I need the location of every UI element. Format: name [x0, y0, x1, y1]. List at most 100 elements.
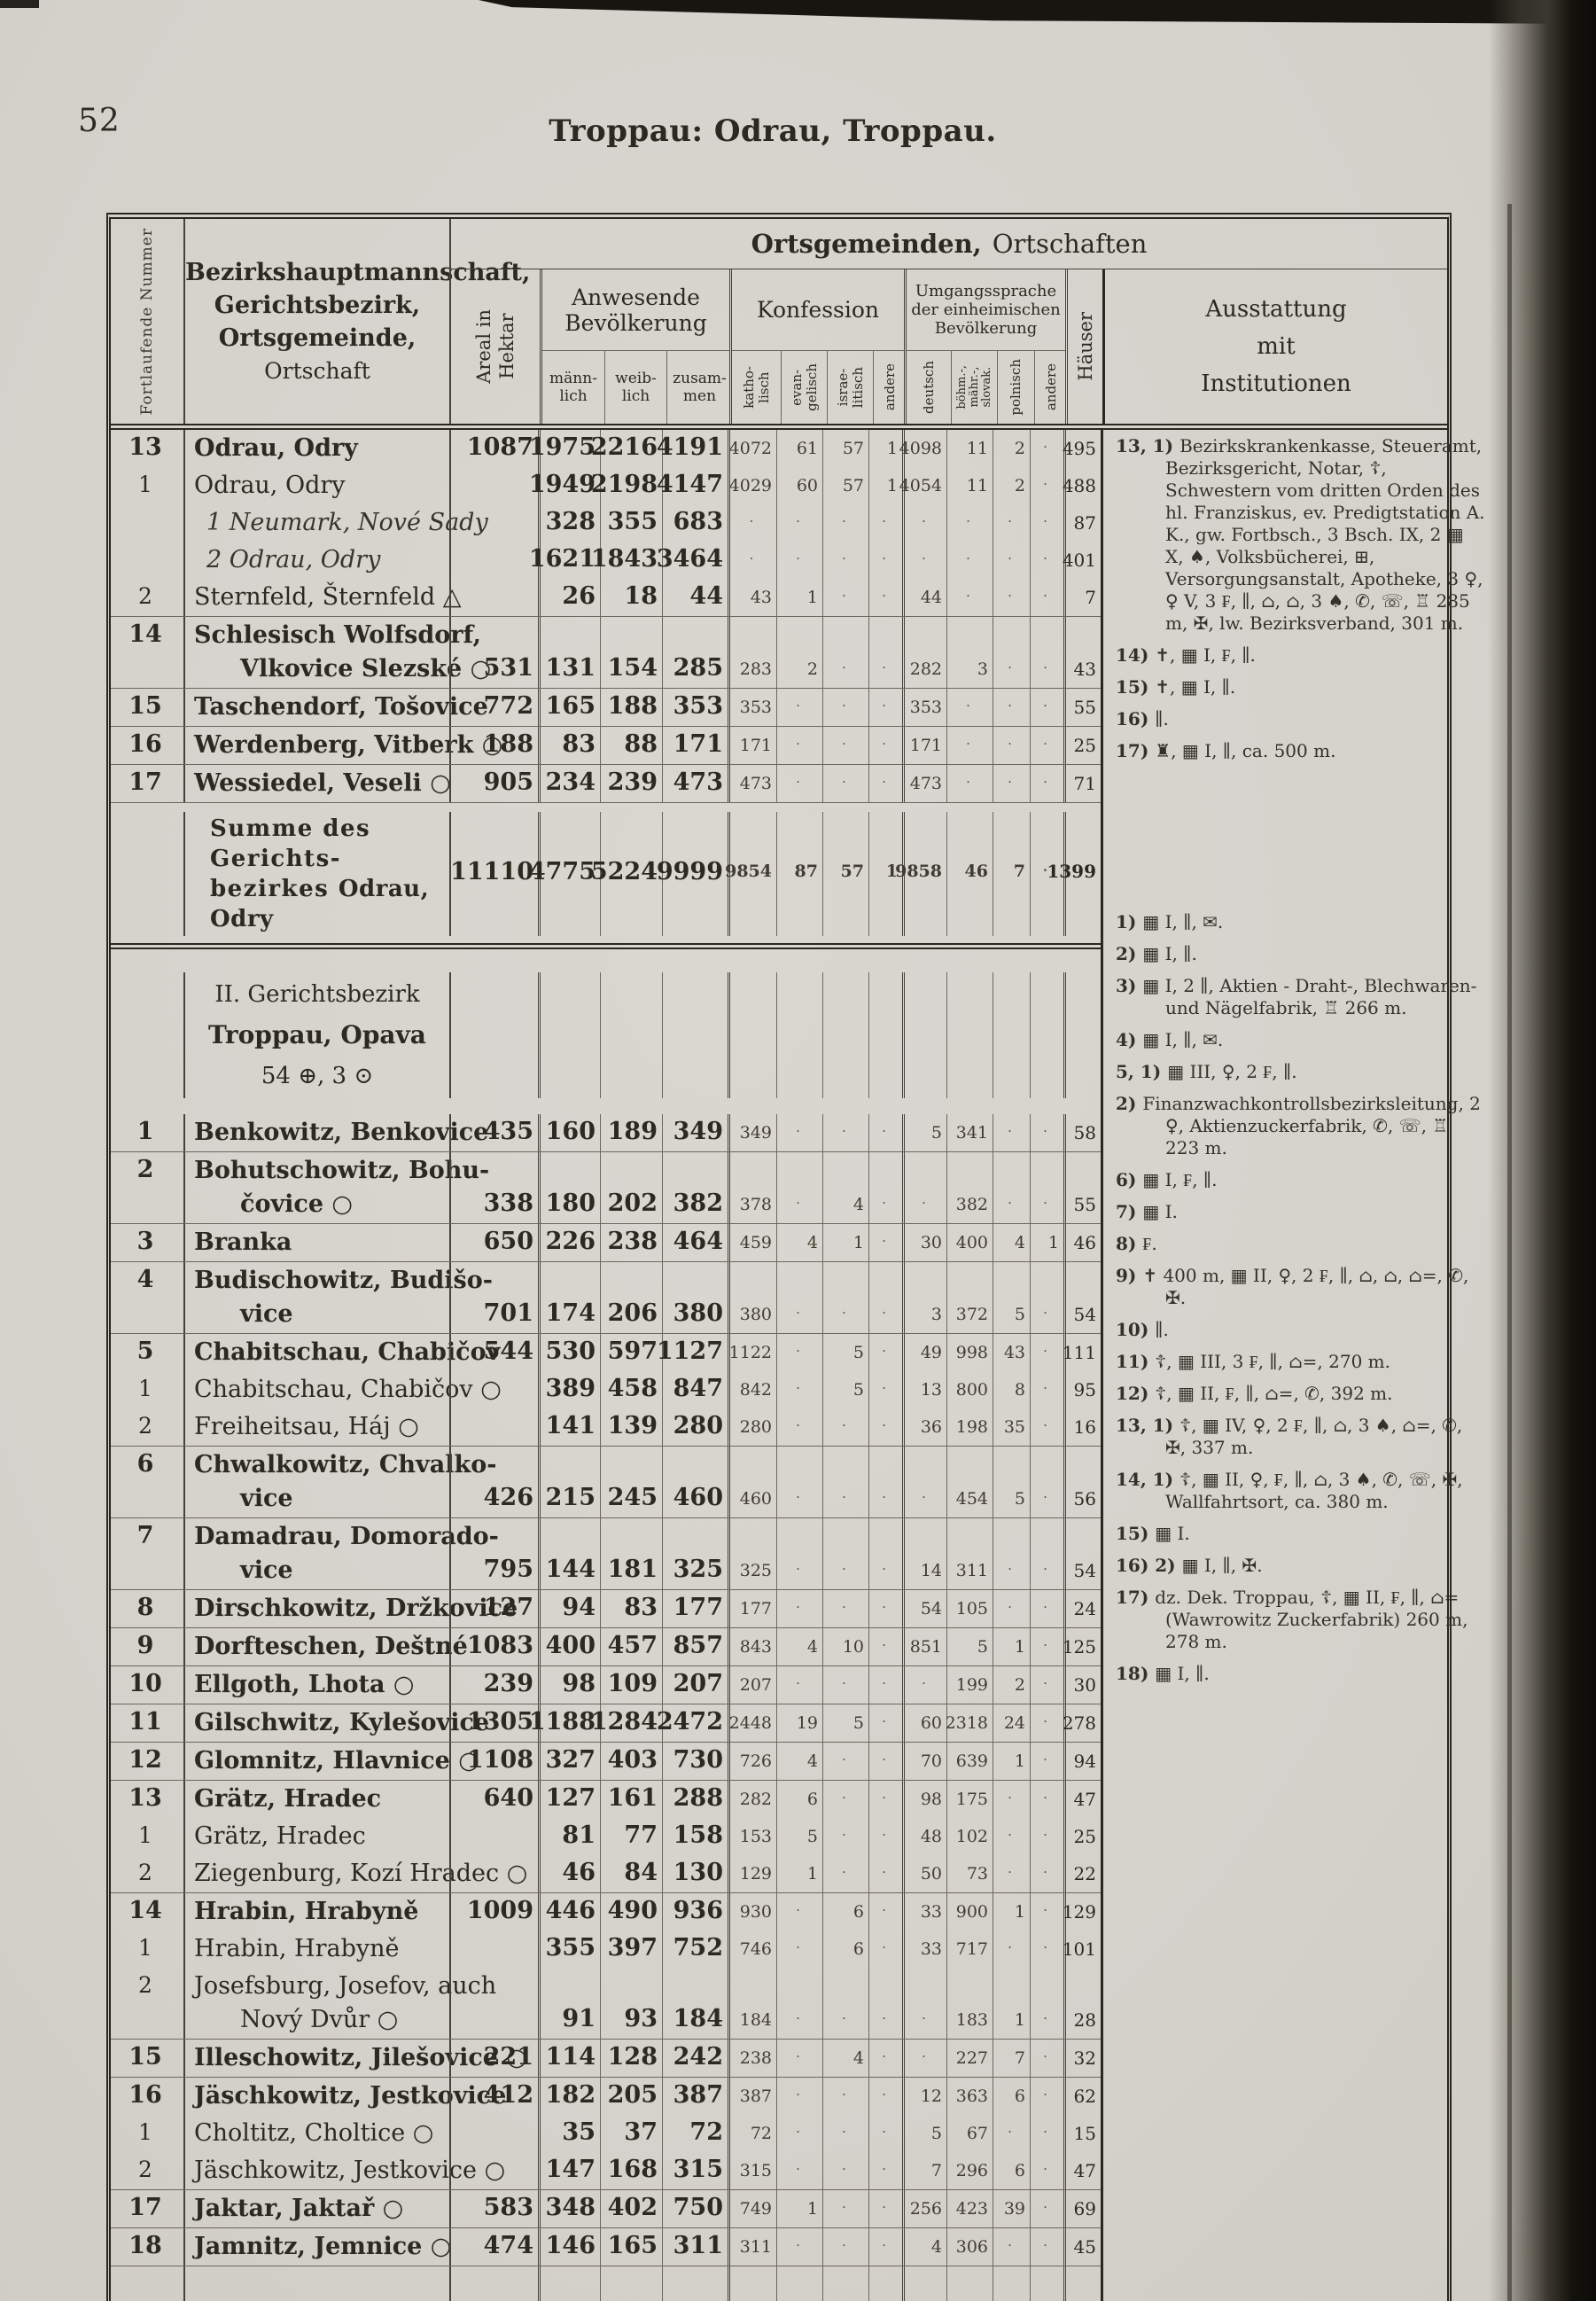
scan-artifact-top-edge	[479, 0, 1596, 24]
cell-name: Wessiedel, Veseli ○	[183, 765, 451, 802]
cell-y: ·	[1030, 2078, 1063, 2115]
cell-z: 242	[662, 2040, 728, 2077]
table-row: 2 Odrau, Odry 1621 1843 3464 · · · · · · · · 401	[111, 542, 1101, 579]
cell-d	[902, 2266, 946, 2301]
cell-k: 459	[728, 1224, 776, 1261]
notes-odrau-section: 13, 1) Bezirkskrankenkasse, Steueramt, B…	[1116, 435, 1486, 762]
cell-p: 5	[993, 1447, 1030, 1517]
cell-h: 71	[1063, 765, 1101, 802]
cell-w: 139	[600, 1408, 662, 1446]
cell-w: 18	[600, 579, 662, 616]
cell-x: ·	[868, 2190, 902, 2227]
cell-x: ·	[868, 1262, 902, 1333]
cell-w: 88	[600, 727, 662, 764]
cell-m: 144	[538, 1518, 600, 1589]
cell-m: 94	[538, 1590, 600, 1627]
cell-p: 7	[993, 812, 1030, 936]
cell-w: 457	[600, 1628, 662, 1665]
cell-b: 11	[946, 467, 993, 504]
cell-a	[449, 1930, 538, 1968]
cell-a: 1087	[449, 430, 538, 467]
cell-i	[822, 972, 868, 1098]
cell-p: ·	[993, 727, 1030, 764]
cell-a	[449, 972, 538, 1098]
institution-note: 15) ✝, ▦ I, ∥.	[1116, 676, 1236, 698]
cell-i: ·	[822, 727, 868, 764]
cell-x: 1	[868, 467, 902, 504]
cell-p: 2	[993, 1666, 1030, 1704]
cell-y: ·	[1030, 727, 1063, 764]
cell-a: 338	[449, 1152, 538, 1223]
cell-z: 158	[662, 1818, 728, 1855]
cell-number: 14	[128, 620, 162, 648]
column-header-female: weib-lich	[604, 351, 666, 424]
cell-m	[538, 972, 600, 1098]
table-row: 18 Jamnitz, Jemnice ○ 474 146 165 311 311 · · · 4 3…	[111, 2227, 1101, 2266]
cell-name: II. Gerichtsbezirk Troppau, Opava 54 ⊕, 3 …	[183, 972, 449, 1098]
table-row: 1 Hrabin, Hrabyně 355 397 752 746 · 6 · 33 717 · · 10…	[111, 1930, 1101, 1968]
cell-d: 3	[902, 1262, 946, 1333]
cell-z: 936	[662, 1893, 728, 1930]
cell-b: ·	[946, 765, 993, 802]
cell-e: 61	[776, 430, 822, 467]
cell-a: 583	[449, 2190, 538, 2227]
cell-a	[449, 579, 538, 616]
cell-x: ·	[868, 2040, 902, 2077]
cell-k: 1122	[728, 1334, 776, 1371]
table-row: 1 Grätz, Hradec 81 77 158 153 5 · · 48 102 · · 25	[111, 1818, 1101, 1855]
cell-e: ·	[776, 1518, 822, 1589]
cell-x: ·	[868, 689, 902, 726]
cell-k: 43	[728, 579, 776, 616]
notes-troppau-section: 1) ▦ I, ∥, ✉. 2) ▦ I, ∥. 3) ▦ I, 2 ∥, Akti…	[1116, 911, 1486, 1685]
column-header-language-other: andere	[1034, 351, 1068, 424]
cell-i: ·	[822, 1666, 868, 1704]
cell-y: ·	[1030, 617, 1063, 688]
institution-note: 2) Finanzwachkontrollsbezirksleitung, 2 …	[1116, 1093, 1481, 1158]
institution-note: 5, 1) ▦ III, ♀, 2 ₣, ∥.	[1116, 1061, 1297, 1082]
cell-number: 2	[138, 1972, 152, 1998]
cell-k: 238	[728, 2040, 776, 2077]
cell-h: 62	[1063, 2078, 1101, 2115]
cell-a: 11110	[449, 812, 538, 936]
cell-name: Jäschkowitz, Jestkovice ○	[183, 2152, 505, 2189]
cell-e: 4	[776, 1628, 822, 1665]
cell-d: 473	[902, 765, 946, 802]
cell-x: ·	[868, 1152, 902, 1223]
cell-e: 4	[776, 1743, 822, 1780]
cell-z: 460	[662, 1447, 728, 1517]
cell-number	[111, 972, 183, 1098]
table-row: 1 Neumark, Nové Sady 328 355 683 · · · · · · · · 87	[111, 504, 1101, 542]
table-row: 13 Grätz, Hradec 640 127 161 288 282 6 · · 98 175 · ·…	[111, 1780, 1101, 1818]
cell-a	[449, 467, 538, 504]
cell-e: ·	[776, 1666, 822, 1704]
cell-h: 1399	[1047, 812, 1101, 936]
column-header-ortsgemeinden: Ortsgemeinden, Ortschaften	[451, 219, 1447, 269]
cell-b: 198	[946, 1408, 993, 1446]
cell-a: 531	[449, 617, 538, 688]
cell-w: 1843	[591, 542, 662, 579]
cell-k: 380	[728, 1262, 776, 1333]
cell-x: ·	[868, 1628, 902, 1665]
cell-h: 7	[1063, 579, 1101, 616]
cell-i: ·	[822, 2228, 868, 2266]
cell-e: 1	[776, 1855, 822, 1892]
cell-i: 4	[822, 1152, 868, 1223]
cell-a: 474	[449, 2228, 538, 2266]
cell-k: 325	[728, 1518, 776, 1589]
cell-i: 57	[822, 467, 868, 504]
cell-x: ·	[868, 765, 902, 802]
cell-name: Budischowitz, Budišo-vice	[183, 1262, 493, 1333]
cell-number: 14	[128, 1897, 162, 1924]
cell-y: ·	[1030, 1371, 1063, 1408]
cell-b: ·	[946, 579, 993, 616]
census-table: Fortlaufende Nummer Bezirkshauptmannscha…	[106, 213, 1485, 2301]
cell-x: ·	[868, 2115, 902, 2152]
cell-d: ·	[902, 504, 946, 542]
institution-note: 17) dz. Dek. Troppau, ☦, ▦ II, ₣, ∥, ⌂= …	[1116, 1587, 1468, 1652]
cell-m: 1621	[529, 542, 600, 579]
cell-w: 239	[600, 765, 662, 802]
column-header-catholic: katho-lisch	[740, 366, 772, 409]
cell-h	[1063, 972, 1101, 1098]
cell-e: ·	[776, 1408, 822, 1446]
cell-h: 43	[1063, 617, 1101, 688]
